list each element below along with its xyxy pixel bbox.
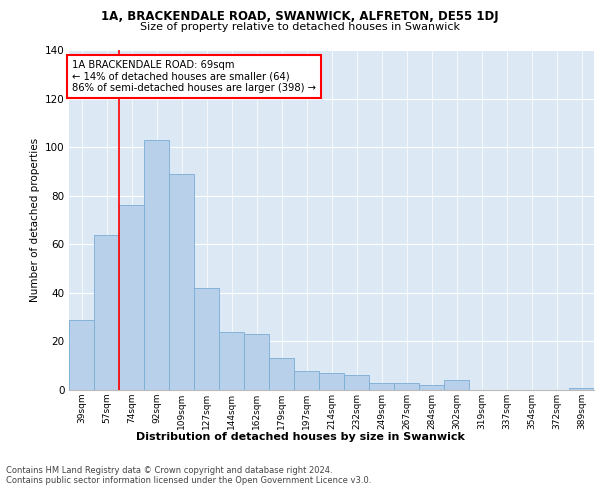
Bar — [369, 382, 394, 390]
Text: 1A BRACKENDALE ROAD: 69sqm
← 14% of detached houses are smaller (64)
86% of semi: 1A BRACKENDALE ROAD: 69sqm ← 14% of deta… — [71, 60, 316, 93]
Text: 1A, BRACKENDALE ROAD, SWANWICK, ALFRETON, DE55 1DJ: 1A, BRACKENDALE ROAD, SWANWICK, ALFRETON… — [101, 10, 499, 23]
Bar — [69, 320, 94, 390]
Bar — [294, 370, 319, 390]
Bar — [569, 388, 594, 390]
Bar — [194, 288, 219, 390]
Bar — [444, 380, 469, 390]
Bar — [394, 382, 419, 390]
Text: Distribution of detached houses by size in Swanwick: Distribution of detached houses by size … — [136, 432, 464, 442]
Text: Contains public sector information licensed under the Open Government Licence v3: Contains public sector information licen… — [6, 476, 371, 485]
Text: Contains HM Land Registry data © Crown copyright and database right 2024.: Contains HM Land Registry data © Crown c… — [6, 466, 332, 475]
Y-axis label: Number of detached properties: Number of detached properties — [29, 138, 40, 302]
Text: Size of property relative to detached houses in Swanwick: Size of property relative to detached ho… — [140, 22, 460, 32]
Bar — [144, 140, 169, 390]
Bar — [344, 376, 369, 390]
Bar — [319, 373, 344, 390]
Bar — [219, 332, 244, 390]
Bar — [244, 334, 269, 390]
Bar — [419, 385, 444, 390]
Bar — [269, 358, 294, 390]
Bar — [169, 174, 194, 390]
Bar — [119, 206, 144, 390]
Bar — [94, 234, 119, 390]
